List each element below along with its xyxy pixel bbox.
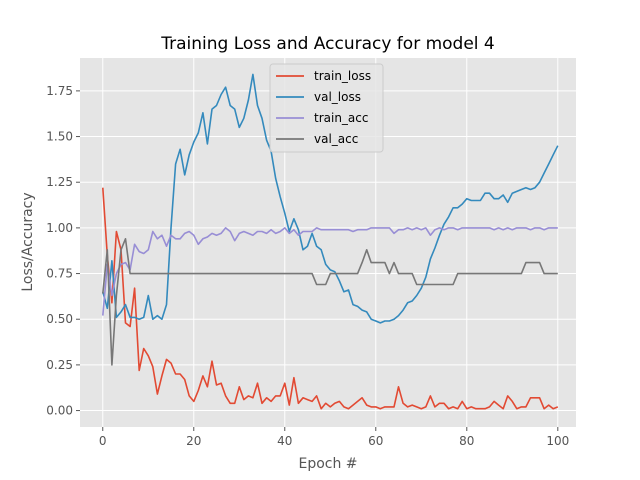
y-axis-ticks: 0.00 0.25 0.50 0.75 1.00 1.25 1.50 1.75 [46,84,80,418]
legend-box [269,63,384,153]
series-line-train-acc [102,227,558,316]
legend-label-val-acc: val_acc [314,132,358,146]
y-axis-label: Loss/Accuracy [20,192,36,291]
x-tick-label: 40 [277,434,292,448]
series-lines [102,73,559,410]
y-tick-label: 1.50 [46,130,73,144]
y-tick-label: 0.25 [46,358,73,372]
y-tick-label: 1.75 [46,84,73,98]
chart-title: Training Loss and Accuracy for model 4 [160,34,495,54]
series-line-val-acc [102,238,558,366]
y-tick-label: 1.25 [46,175,73,189]
x-tick-label: 0 [99,434,107,448]
x-tick-label: 20 [186,434,201,448]
legend: train_loss val_loss train_acc val_acc [269,63,384,153]
legend-label-train-loss: train_loss [314,69,371,83]
y-tick-label: 1.00 [46,221,73,235]
x-tick-label: 60 [368,434,383,448]
x-tick-label: 100 [546,434,569,448]
legend-label-val-loss: val_loss [314,90,361,104]
series-line-val-loss [102,73,559,324]
y-tick-label: 0.00 [46,404,73,418]
y-tick-label: 0.75 [46,267,73,281]
x-axis-ticks: 0 20 40 60 80 100 [99,427,569,448]
x-tick-label: 80 [459,434,474,448]
y-tick-label: 0.50 [46,312,73,326]
series-line-train-loss [102,187,559,410]
x-axis-label: Epoch # [298,456,357,472]
legend-label-train-acc: train_acc [314,111,368,125]
